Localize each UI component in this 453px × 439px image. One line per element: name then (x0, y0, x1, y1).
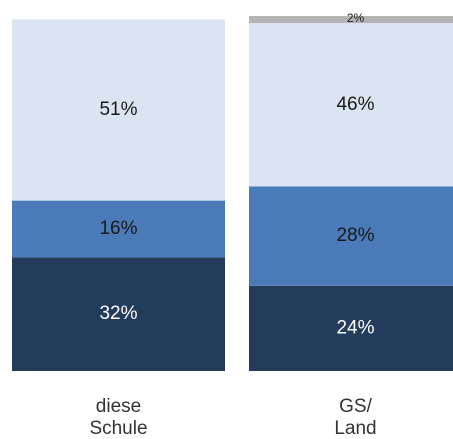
bar-segment (249, 186, 453, 286)
data-label: 2% (347, 11, 365, 25)
data-label: 16% (99, 218, 137, 239)
data-label: 24% (336, 317, 374, 338)
bar-segment (12, 19, 225, 201)
data-label: 32% (99, 303, 137, 324)
data-label: 51% (99, 99, 137, 120)
category-label: GS/Land (334, 396, 376, 439)
bar-segment (12, 200, 225, 258)
bar-segment (249, 285, 453, 371)
category-label: diese Schule (89, 396, 147, 439)
bar-segment (249, 23, 453, 187)
data-label: 28% (336, 225, 374, 246)
data-label: 46% (336, 94, 374, 115)
bar-segment (249, 16, 453, 24)
bar-segment (12, 257, 225, 371)
